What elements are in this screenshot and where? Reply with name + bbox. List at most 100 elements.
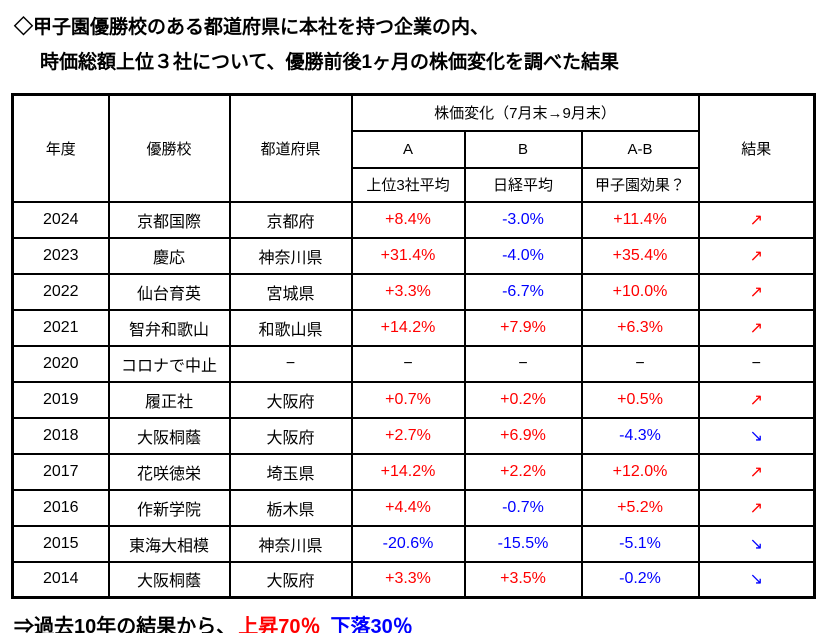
header-sub-ab: 甲子園効果？ — [580, 166, 700, 203]
b-cell: − — [463, 344, 583, 383]
b-cell: -3.0% — [463, 200, 583, 239]
year-cell: 2018 — [11, 416, 110, 455]
header-sub-b: 日経平均 — [463, 166, 583, 203]
school-cell: 大阪桐蔭 — [107, 560, 231, 599]
result-cell: ↗ — [697, 380, 816, 419]
result-cell: ↗ — [697, 236, 816, 275]
ab-cell: -4.3% — [580, 416, 700, 455]
prefecture-cell: 大阪府 — [228, 416, 353, 455]
table-row: 2015 東海大相模 神奈川県 -20.6% -15.5% -5.1% ↘ — [11, 524, 816, 563]
year-cell: 2016 — [11, 488, 110, 527]
table-row: 2023 慶応 神奈川県 +31.4% -4.0% +35.4% ↗ — [11, 236, 816, 275]
a-cell: +4.4% — [350, 488, 466, 527]
table-row: 2014 大阪桐蔭 大阪府 +3.3% +3.5% -0.2% ↘ — [11, 560, 816, 599]
year-cell: 2014 — [11, 560, 110, 599]
school-cell: 仙台育英 — [107, 272, 231, 311]
header-result: 結果 — [697, 93, 816, 203]
b-cell: +2.2% — [463, 452, 583, 491]
ab-cell: -0.2% — [580, 560, 700, 599]
table-row: 2016 作新学院 栃木県 +4.4% -0.7% +5.2% ↗ — [11, 488, 816, 527]
table-row: 2018 大阪桐蔭 大阪府 +2.7% +6.9% -4.3% ↘ — [11, 416, 816, 455]
school-cell: コロナで中止 — [107, 344, 231, 383]
school-cell: 東海大相模 — [107, 524, 231, 563]
result-cell: ↘ — [697, 524, 816, 563]
title-line-2: 時価総額上位３社について、優勝前後1ヶ月の株価変化を調べた結果 — [40, 52, 620, 73]
year-cell: 2017 — [11, 452, 110, 491]
a-cell: -20.6% — [350, 524, 466, 563]
prefecture-cell: 大阪府 — [228, 560, 353, 599]
result-cell: ↗ — [697, 488, 816, 527]
table-row: 2024 京都国際 京都府 +8.4% -3.0% +11.4% ↗ — [11, 200, 816, 239]
table-row: 2021 智弁和歌山 和歌山県 +14.2% +7.9% +6.3% ↗ — [11, 308, 816, 347]
result-cell: ↗ — [697, 308, 816, 347]
b-cell: +0.2% — [463, 380, 583, 419]
table-row: 2022 仙台育英 宮城県 +3.3% -6.7% +10.0% ↗ — [11, 272, 816, 311]
school-cell: 大阪桐蔭 — [107, 416, 231, 455]
school-cell: 花咲徳栄 — [107, 452, 231, 491]
prefecture-cell: 栃木県 — [228, 488, 353, 527]
school-cell: 慶応 — [107, 236, 231, 275]
a-cell: − — [350, 344, 466, 383]
b-cell: +6.9% — [463, 416, 583, 455]
prefecture-cell: 神奈川県 — [228, 236, 353, 275]
prefecture-cell: − — [228, 344, 353, 383]
header-col-a: A — [350, 129, 466, 169]
ab-cell: -5.1% — [580, 524, 700, 563]
table-body: 2024 京都国際 京都府 +8.4% -3.0% +11.4% ↗ 2023 … — [11, 200, 816, 599]
b-cell: -6.7% — [463, 272, 583, 311]
summary-prefix: ⇒過去10年の結果から、 — [14, 616, 237, 633]
summary-line: ⇒過去10年の結果から、 上昇70％ 下落30％ — [14, 610, 823, 633]
a-cell: +0.7% — [350, 380, 466, 419]
table-row: 2017 花咲徳栄 埼玉県 +14.2% +2.2% +12.0% ↗ — [11, 452, 816, 491]
summary-down-stat: 下落30％ — [330, 616, 413, 633]
table-row: 2019 履正社 大阪府 +0.7% +0.2% +0.5% ↗ — [11, 380, 816, 419]
prefecture-cell: 神奈川県 — [228, 524, 353, 563]
ab-cell: +0.5% — [580, 380, 700, 419]
ab-cell: +6.3% — [580, 308, 700, 347]
result-cell: ↗ — [697, 200, 816, 239]
prefecture-cell: 宮城県 — [228, 272, 353, 311]
school-cell: 履正社 — [107, 380, 231, 419]
ab-cell: +11.4% — [580, 200, 700, 239]
school-cell: 京都国際 — [107, 200, 231, 239]
header-sub-a: 上位3社平均 — [350, 166, 466, 203]
result-cell: ↘ — [697, 416, 816, 455]
header-year: 年度 — [11, 93, 110, 203]
a-cell: +3.3% — [350, 560, 466, 599]
b-cell: -4.0% — [463, 236, 583, 275]
prefecture-cell: 和歌山県 — [228, 308, 353, 347]
ab-cell: +35.4% — [580, 236, 700, 275]
year-cell: 2019 — [11, 380, 110, 419]
result-cell: ↗ — [697, 452, 816, 491]
prefecture-cell: 京都府 — [228, 200, 353, 239]
year-cell: 2015 — [11, 524, 110, 563]
year-cell: 2020 — [11, 344, 110, 383]
title-line-1: ◇甲子園優勝校のある都道府県に本社を持つ企業の内、 — [14, 17, 490, 38]
a-cell: +31.4% — [350, 236, 466, 275]
header-school: 優勝校 — [107, 93, 231, 203]
a-cell: +14.2% — [350, 452, 466, 491]
ab-cell: +12.0% — [580, 452, 700, 491]
ab-cell: +10.0% — [580, 272, 700, 311]
header-col-b: B — [463, 129, 583, 169]
b-cell: +7.9% — [463, 308, 583, 347]
header-prefecture: 都道府県 — [228, 93, 353, 203]
school-cell: 作新学院 — [107, 488, 231, 527]
a-cell: +3.3% — [350, 272, 466, 311]
result-cell: ↘ — [697, 560, 816, 599]
summary-up-stat: 上昇70％ — [238, 616, 321, 633]
a-cell: +2.7% — [350, 416, 466, 455]
koshien-stock-table: 年度 優勝校 都道府県 株価変化（7月末→9月末） 結果 A B A-B 上位3… — [11, 93, 817, 599]
b-cell: -15.5% — [463, 524, 583, 563]
header-col-ab: A-B — [580, 129, 700, 169]
school-cell: 智弁和歌山 — [107, 308, 231, 347]
year-cell: 2024 — [11, 200, 110, 239]
page-title: ◇甲子園優勝校のある都道府県に本社を持つ企業の内、 時価総額上位３社について、優… — [14, 10, 823, 80]
year-cell: 2022 — [11, 272, 110, 311]
year-cell: 2023 — [11, 236, 110, 275]
a-cell: +14.2% — [350, 308, 466, 347]
prefecture-cell: 埼玉県 — [228, 452, 353, 491]
ab-cell: − — [580, 344, 700, 383]
ab-cell: +5.2% — [580, 488, 700, 527]
